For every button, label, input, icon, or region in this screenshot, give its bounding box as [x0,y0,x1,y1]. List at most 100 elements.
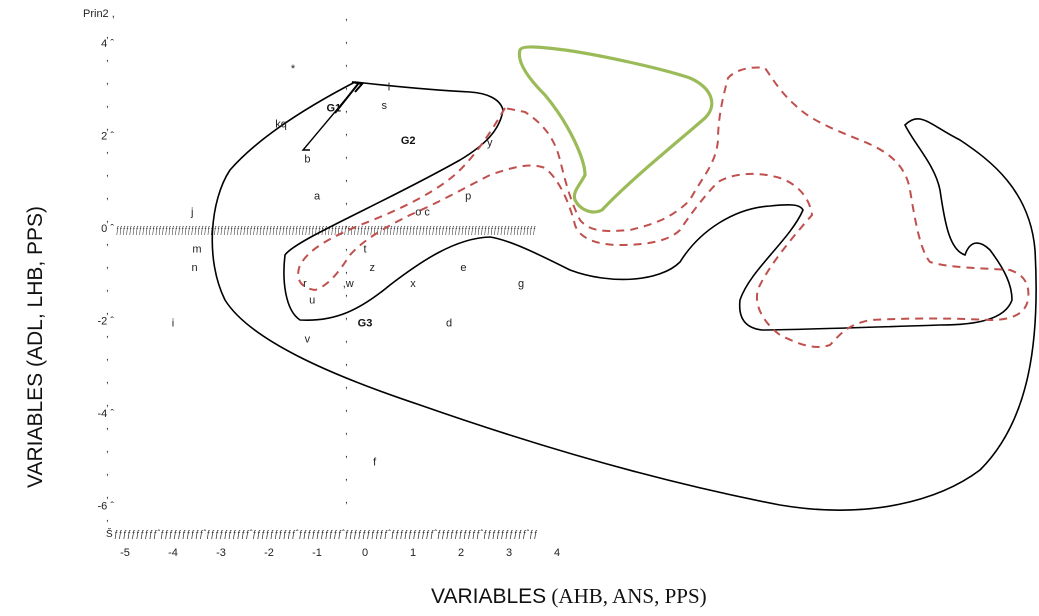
axis-tick-mark: , [106,168,109,179]
y-tick-label: -2 ˆ [98,316,115,328]
data-point-label: kq [275,119,287,131]
inner-black-region [301,99,346,151]
group-label: G1 [326,102,341,114]
x-tick-label: 1 [410,547,416,559]
x-tick-label: -1 [312,547,322,559]
axis-tick-mark: , [106,122,109,133]
axis-tick-mark: , [106,145,109,156]
y-tick-label: -6 ˆ [98,501,115,513]
y-tick-label: 4 ˆ [101,38,114,50]
y-axis-line: ,,,,,,,,,,,,,,,,,,,,,, [106,30,109,524]
axis-tick-mark: , [345,219,348,230]
axis-tick-mark: , [345,426,348,437]
axis-tick-mark: , [345,12,348,23]
axis-tick-mark: , [345,173,348,184]
axis-tick-mark: , [345,35,348,46]
x-axis-corner: Š [106,527,113,540]
dashed-red-region [297,66,1030,348]
x-axis-ticks: -5 -4 -3 -2 -1 0 1 2 3 4 [120,547,560,559]
axis-tick-mark: , [106,329,109,340]
axis-tick-mark: , [345,380,348,391]
axis-tick-mark: , [345,449,348,460]
axis-tick-mark: , [106,513,109,524]
y-tick-label: 0 ˆ [101,223,114,235]
axis-tick-mark: , [106,191,109,202]
data-point-label: * [291,63,296,75]
data-point-label: p [465,190,471,202]
axis-tick-mark: , [345,334,348,345]
x-tick-label: -5 [120,547,130,559]
axis-tick-mark: , [345,104,348,115]
x-tick-label: -3 [216,547,226,559]
axis-tick-mark: , [106,30,109,41]
data-point-label: t [363,244,366,256]
data-point-label: y [487,137,493,149]
x-axis-title: VARIABLES (AHB, ANS, PPS) [431,584,707,608]
corner-label: Prin2 , [83,8,115,20]
axis-tick-mark: , [345,196,348,207]
x-axis-title-main: VARIABLES [431,585,546,608]
axis-tick-mark: , [106,99,109,110]
data-point-label: f [373,456,377,468]
green-region [517,45,714,214]
axis-tick-mark: , [345,150,348,161]
axis-tick-mark: , [106,237,109,248]
axis-tick-mark: , [345,495,348,506]
axis-tick-mark: , [106,421,109,432]
axis-tick-mark: , [345,127,348,138]
axis-tick-mark: , [106,76,109,87]
g1-arrow [334,81,364,114]
axis-tick-mark: , [345,288,348,299]
axis-tick-mark: , [345,242,348,253]
axis-tick-mark: , [345,311,348,322]
data-point-label: x [410,278,416,290]
data-point-label: l [388,82,390,94]
outer-black-region [211,81,1037,511]
data-point-label: n [192,262,198,274]
data-point-label: i [172,318,174,330]
data-point-label: r [303,278,307,290]
x-tick-label: 4 [554,547,560,559]
data-point-label: v [305,334,311,346]
axis-tick-mark: , [106,467,109,478]
data-point-label: g [518,278,524,290]
data-point-label: b [304,153,310,165]
x-axis-title-vars: (AHB, ANS, PPS) [546,584,706,608]
axis-tick-mark: , [345,265,348,276]
data-point-label: m [192,244,201,256]
axis-tick-mark: , [345,472,348,483]
y-tick-label: 2 ˆ [101,131,114,143]
data-point-label: d [446,318,452,330]
axis-tick-mark: , [106,490,109,501]
axis-tick-mark: , [345,357,348,368]
axis-tick-mark: , [106,444,109,455]
x-axis-line: ƒƒƒƒƒƒƒƒƒƒˆƒƒƒƒƒƒƒƒƒƒˆƒƒƒƒƒƒƒƒƒƒˆƒƒƒƒƒƒƒ… [114,528,538,540]
data-points: * ls kq y b a p j o c m t n z e r ,w x g u i d v f [172,63,524,468]
x-tick-label: -2 [264,547,274,559]
axis-tick-mark: , [106,53,109,64]
x-tick-label: 0 [362,547,368,559]
axis-tick-mark: , [106,306,109,317]
group-label: G2 [401,135,416,147]
zero-x-axis-line: ,,,,,,,,,,,,,,,,,,,,,, [345,12,348,506]
axis-tick-mark: , [106,283,109,294]
x-tick-label: 2 [458,547,464,559]
axis-tick-mark: , [345,58,348,69]
group-labels: G1 G2 G3 [326,102,415,329]
data-point-label: e [460,262,466,274]
axis-tick-mark: , [106,214,109,225]
data-point-label: a [314,190,321,202]
group-label: G3 [358,318,373,330]
y-axis-ticks: 4 ˆ 2 ˆ 0 ˆ -2 ˆ -4 ˆ -6 ˆ [98,38,115,513]
zero-y-axis-line: ƒƒƒƒƒƒƒƒƒƒƒƒƒƒƒƒƒƒƒƒƒƒƒƒƒƒƒƒƒƒƒƒƒƒƒƒƒƒƒƒ… [116,225,536,236]
axis-tick-mark: , [106,260,109,271]
y-axis-title: VARIABLES (ADL, LHB, PPS) [24,206,47,488]
axis-tick-mark: , [345,403,348,414]
data-point-label: u [309,294,315,306]
x-tick-label: 3 [506,547,512,559]
x-tick-label: -4 [168,547,178,559]
data-point-label: z [369,262,375,274]
data-point-label: j [190,207,193,219]
axis-tick-mark: , [106,352,109,363]
